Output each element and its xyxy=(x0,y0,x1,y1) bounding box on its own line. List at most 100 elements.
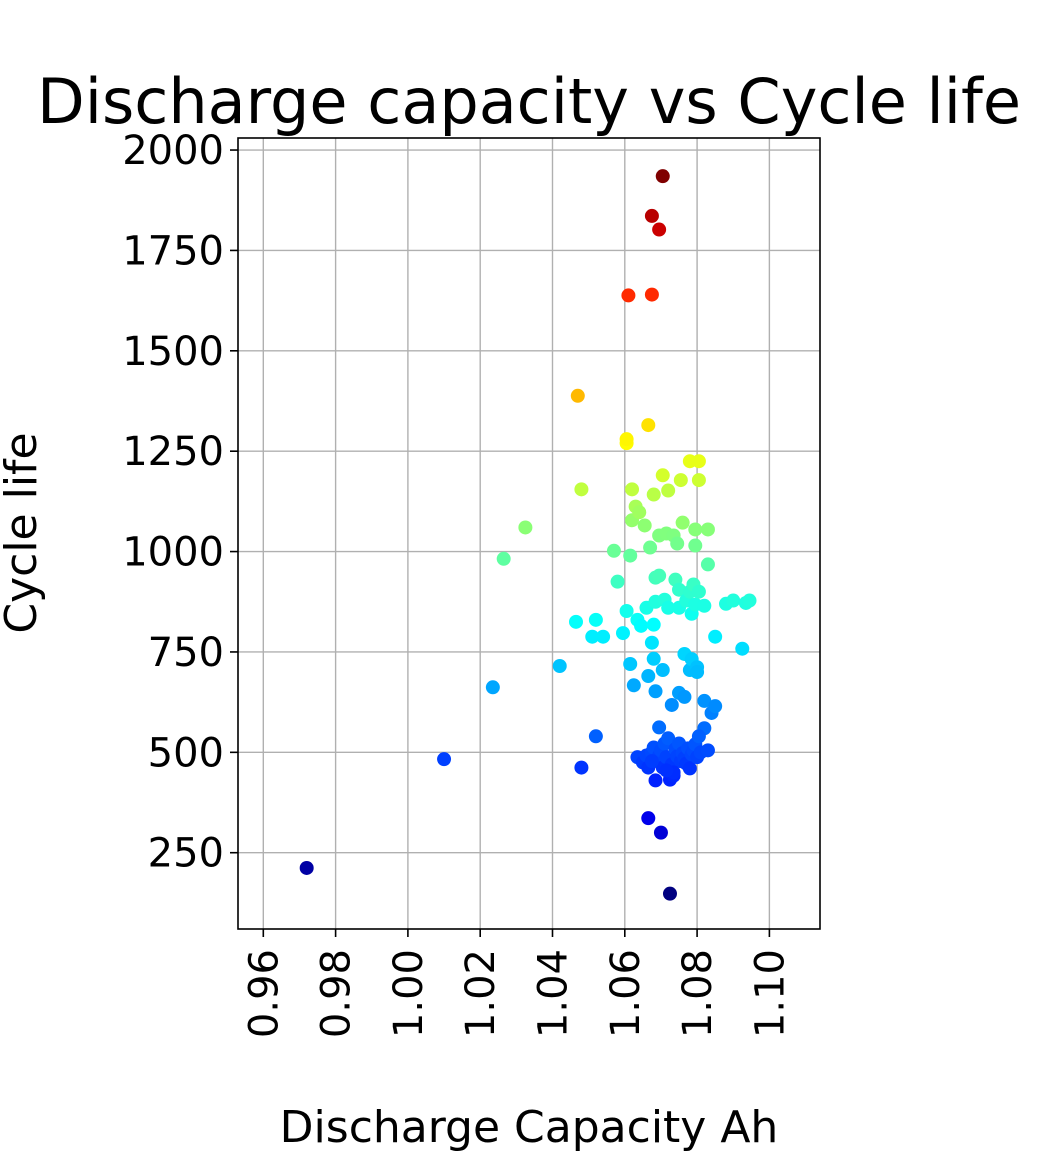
data-point xyxy=(735,641,750,656)
data-point xyxy=(588,612,603,627)
data-point xyxy=(661,600,676,615)
data-point xyxy=(691,473,706,488)
data-point xyxy=(653,825,668,840)
y-tick-label: 250 xyxy=(148,831,224,877)
data-point xyxy=(673,473,688,488)
data-point xyxy=(574,760,589,775)
data-point xyxy=(596,629,611,644)
data-point xyxy=(299,860,314,875)
grid xyxy=(238,138,820,929)
data-point xyxy=(585,629,600,644)
data-point xyxy=(641,811,656,826)
data-point xyxy=(615,626,630,641)
data-point xyxy=(644,754,659,769)
x-tick-label: 1.08 xyxy=(675,949,721,1038)
y-tick-label: 1000 xyxy=(122,530,224,576)
data-point xyxy=(634,618,649,633)
data-point xyxy=(700,743,715,758)
data-point xyxy=(606,543,621,558)
data-point xyxy=(697,598,712,613)
y-tick-label: 2000 xyxy=(122,128,224,174)
data-point xyxy=(644,635,659,650)
data-point xyxy=(652,222,667,237)
data-point xyxy=(662,886,677,901)
y-tick-label: 750 xyxy=(148,630,224,676)
plot-frame xyxy=(237,137,821,930)
data-point xyxy=(588,729,603,744)
y-tick-label: 500 xyxy=(148,730,224,776)
x-tick-label: 1.06 xyxy=(603,949,649,1038)
data-point xyxy=(672,582,687,597)
data-point xyxy=(670,536,685,551)
data-point xyxy=(619,603,634,618)
data-points xyxy=(299,169,757,901)
data-point xyxy=(652,568,667,583)
data-point xyxy=(643,540,658,555)
data-point xyxy=(690,665,705,680)
data-point xyxy=(610,574,625,589)
y-tick-label: 1750 xyxy=(122,228,224,274)
data-point xyxy=(708,629,723,644)
data-point xyxy=(518,520,533,535)
data-point xyxy=(655,663,670,678)
data-point xyxy=(726,593,741,608)
x-tick-label: 1.02 xyxy=(458,949,504,1038)
data-point xyxy=(655,169,670,184)
data-point xyxy=(641,669,656,684)
data-point xyxy=(621,288,636,303)
data-point xyxy=(697,693,712,708)
data-point xyxy=(691,584,706,599)
data-point xyxy=(485,680,500,695)
chart-title: Discharge capacity vs Cycle life xyxy=(37,65,1021,138)
x-axis: 0.96 0.98 1.00 1.02 1.04 1.06 1.08 1.10 xyxy=(241,929,793,1038)
data-point xyxy=(623,656,638,671)
data-point xyxy=(623,548,638,563)
data-point xyxy=(632,505,647,520)
y-tick-label: 1250 xyxy=(122,429,224,475)
y-axis: 250 500 750 1000 1250 1500 1750 2000 xyxy=(122,128,238,877)
data-point xyxy=(646,651,661,666)
data-point xyxy=(637,518,652,533)
data-point xyxy=(625,482,640,497)
data-point xyxy=(691,729,706,744)
data-point xyxy=(570,388,585,403)
data-point xyxy=(688,522,703,537)
data-point xyxy=(641,418,656,433)
data-point xyxy=(742,593,757,608)
data-point xyxy=(646,617,661,632)
data-point xyxy=(437,752,452,767)
data-point xyxy=(700,522,715,537)
data-point xyxy=(682,761,697,776)
data-point xyxy=(552,659,567,674)
data-point xyxy=(691,454,706,469)
data-point xyxy=(675,515,690,530)
data-point xyxy=(659,763,674,778)
data-point xyxy=(568,614,583,629)
data-point xyxy=(661,731,676,746)
data-point xyxy=(644,208,659,223)
data-point xyxy=(708,699,723,714)
data-point xyxy=(574,482,589,497)
y-tick-label: 1500 xyxy=(122,329,224,375)
data-point xyxy=(688,538,703,553)
y-axis-label: Cycle life xyxy=(0,432,47,633)
data-point xyxy=(648,773,663,788)
x-axis-label: Discharge Capacity Ah xyxy=(280,1102,779,1152)
x-tick-label: 0.96 xyxy=(241,949,287,1038)
data-point xyxy=(664,697,679,712)
data-point xyxy=(619,432,634,447)
data-point xyxy=(652,720,667,735)
data-point xyxy=(646,487,661,502)
data-point xyxy=(677,689,692,704)
x-tick-label: 0.98 xyxy=(314,949,360,1038)
x-tick-label: 1.00 xyxy=(386,949,432,1038)
data-point xyxy=(661,483,676,498)
data-point xyxy=(648,684,663,699)
data-point xyxy=(496,551,511,566)
data-point xyxy=(700,557,715,572)
data-point xyxy=(644,287,659,302)
data-point xyxy=(626,678,641,693)
x-tick-label: 1.04 xyxy=(530,949,576,1038)
x-tick-label: 1.10 xyxy=(747,949,793,1038)
